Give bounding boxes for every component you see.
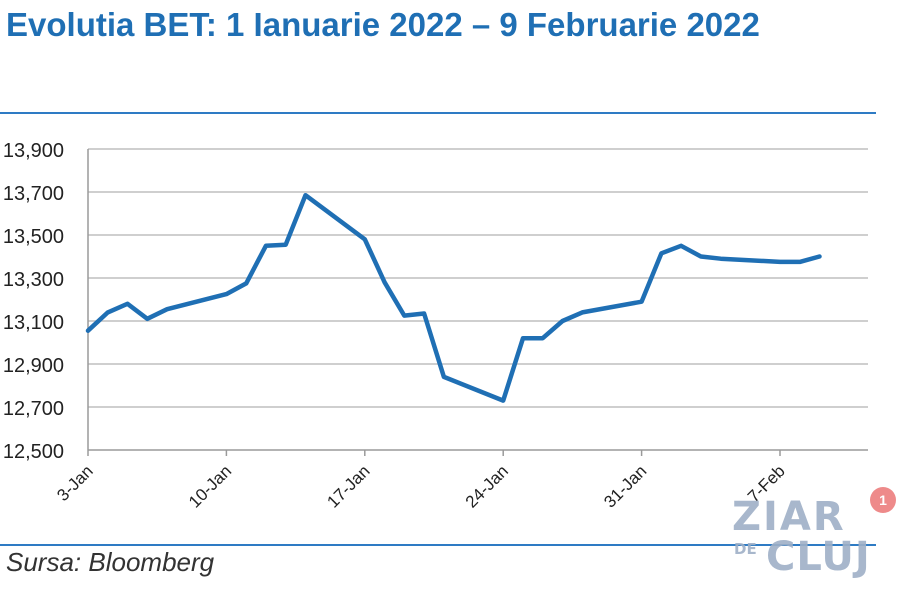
y-tick-label: 12,900: [3, 355, 64, 377]
y-tick-label: 12,700: [3, 398, 64, 420]
x-tick-label: 24-Jan: [462, 461, 512, 511]
series-line: [85, 192, 822, 403]
y-tick-label: 12,500: [3, 441, 64, 463]
notification-badge: 1: [870, 487, 896, 513]
logo-text-ziar: ZIAR: [732, 494, 846, 540]
y-tick-label: 13,300: [3, 269, 64, 291]
logo-text-cluj: CLUJ: [766, 534, 871, 580]
bottom-rule: [0, 544, 876, 546]
ziardecluj-logo: ZIAR DE CLUJ: [732, 494, 882, 586]
chart-title: Evolutia BET: 1 Ianuarie 2022 – 9 Februa…: [6, 6, 760, 43]
x-tick-label: 10-Jan: [185, 461, 235, 511]
y-tick-label: 13,100: [3, 312, 64, 334]
line-chart: 12,500 12,700 12,900 13,100 13,300 13,500 13,7…: [3, 140, 868, 512]
logo-text-de: DE: [734, 540, 757, 558]
y-tick-label: 13,500: [3, 226, 64, 248]
y-tick-label: 13,700: [3, 183, 64, 205]
top-rule: [0, 112, 876, 114]
y-tick-label: 13,900: [3, 140, 64, 162]
x-tick-label: 17-Jan: [323, 461, 373, 511]
x-tick-label: 3-Jan: [53, 461, 97, 505]
source-note: Sursa: Bloomberg: [6, 547, 215, 577]
x-tick-label: 31-Jan: [600, 461, 650, 511]
